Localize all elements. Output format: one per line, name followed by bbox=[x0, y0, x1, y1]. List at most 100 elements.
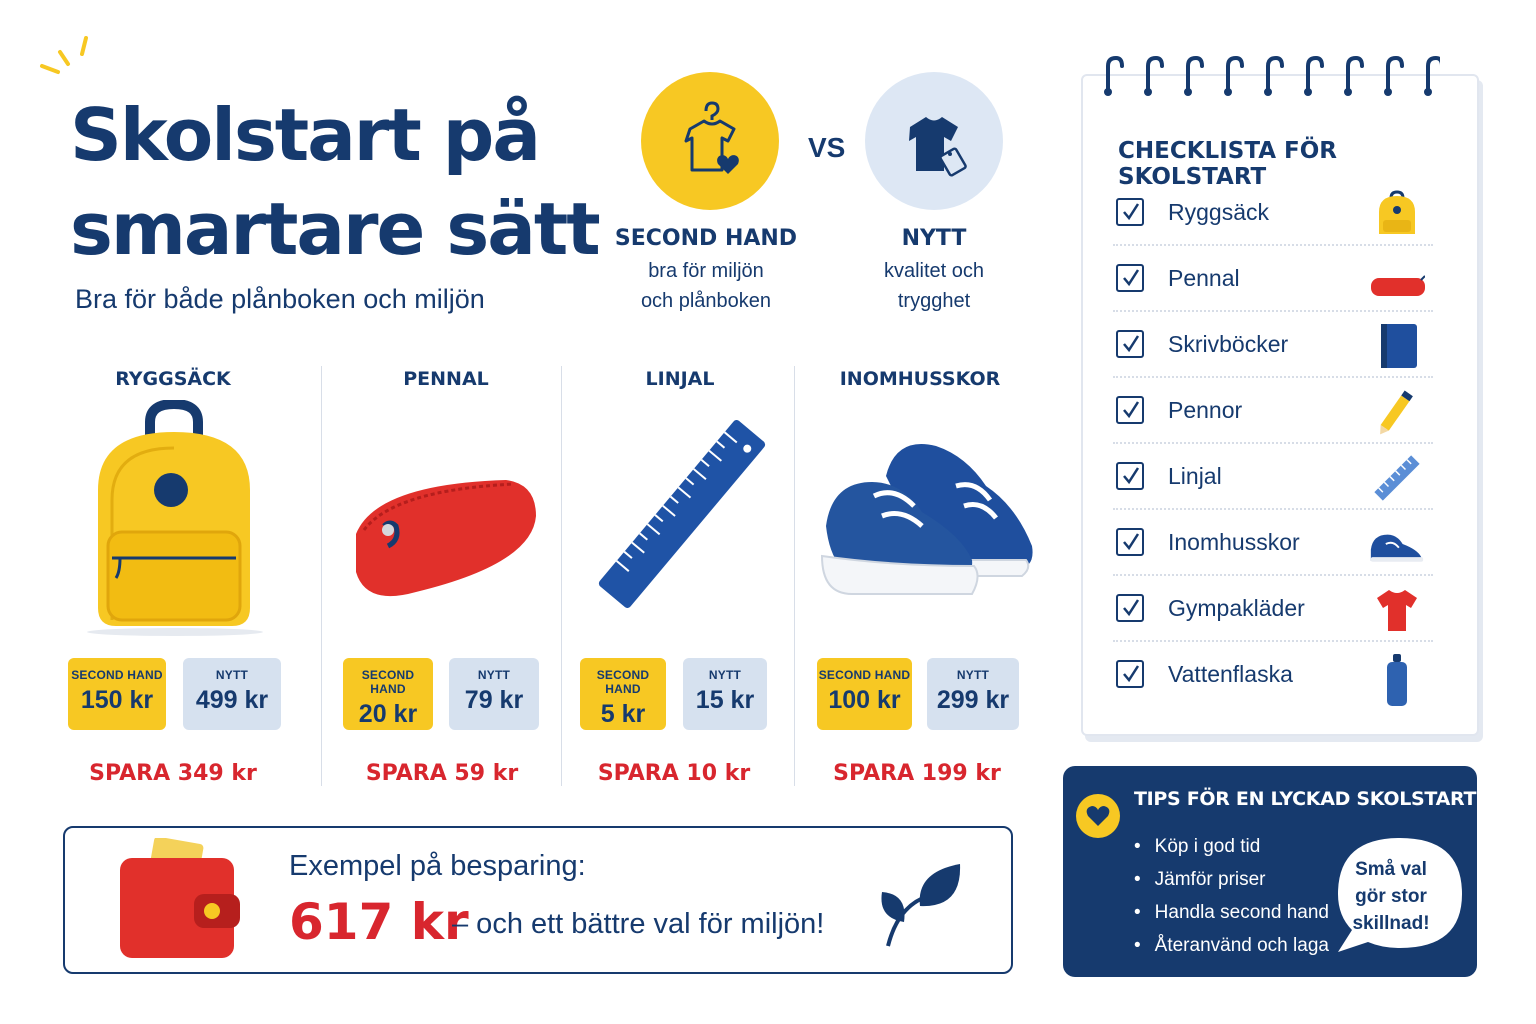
pencil-icon bbox=[1380, 390, 1413, 435]
checklist-item-label: Skrivböcker bbox=[1168, 331, 1289, 357]
price-box-second-hand: SECOND HAND 100 kr bbox=[817, 658, 912, 730]
speech-bubble-text: Små val gör stor skillnad! bbox=[1347, 856, 1435, 937]
tips-item: Köp i god tid bbox=[1134, 830, 1329, 863]
checklist-item-label: Gympakläder bbox=[1168, 595, 1305, 621]
column-divider bbox=[561, 366, 562, 786]
price-label: SECOND HAND bbox=[818, 668, 911, 682]
price-box-new: NYTT 15 kr bbox=[683, 658, 767, 730]
checkbox-checked[interactable] bbox=[1116, 594, 1144, 622]
checklist-item[interactable]: Pennal bbox=[1113, 248, 1433, 312]
price-label: NYTT bbox=[477, 668, 511, 682]
price-box-second-hand: SECOND HAND 5 kr bbox=[580, 658, 666, 730]
price-label: NYTT bbox=[215, 668, 249, 682]
checkbox-checked[interactable] bbox=[1116, 264, 1144, 292]
savings-label: SPARA 199 kr bbox=[833, 761, 1001, 786]
bubble-line: skillnad! bbox=[1352, 913, 1430, 934]
checklist-item[interactable]: Pennor bbox=[1113, 380, 1433, 444]
checkbox-checked[interactable] bbox=[1116, 198, 1144, 226]
tshirt-tag-icon bbox=[909, 117, 967, 177]
checklist-item-label: Linjal bbox=[1168, 463, 1222, 489]
checkbox-checked[interactable] bbox=[1116, 660, 1144, 688]
speech-bubble-icon bbox=[1338, 838, 1462, 952]
pencil-case-icon bbox=[1371, 275, 1425, 296]
checklist-item[interactable]: Skrivböcker bbox=[1113, 314, 1433, 378]
bubble-line: gör stor bbox=[1355, 886, 1427, 907]
product-name-backpack: RYGGSÄCK bbox=[115, 368, 231, 390]
price-box-new: NYTT 299 kr bbox=[927, 658, 1019, 730]
spiral-binding-icon bbox=[1104, 55, 1440, 96]
backpack-icon bbox=[1379, 190, 1415, 234]
hanger-shirt-heart-icon bbox=[684, 101, 739, 174]
checklist-item-label: Pennal bbox=[1168, 265, 1240, 291]
savings-label: SPARA 349 kr bbox=[89, 761, 257, 786]
ruler-icon bbox=[1374, 455, 1420, 501]
tips-item: Återanvänd och laga bbox=[1134, 929, 1329, 962]
price-label: NYTT bbox=[956, 668, 990, 682]
leaf-icon bbox=[881, 864, 961, 947]
price-box-second-hand: SECOND HAND 20 kr bbox=[343, 658, 433, 730]
checklist-item[interactable]: Vattenflaska bbox=[1113, 644, 1433, 708]
price-label: SECOND HAND bbox=[361, 668, 415, 696]
price-value: 5 kr bbox=[600, 700, 646, 728]
second-hand-desc-2: och plånboken bbox=[640, 290, 772, 312]
checklist-item-label: Ryggsäck bbox=[1168, 199, 1269, 225]
savings-example-box bbox=[63, 826, 1013, 974]
bottle-icon bbox=[1387, 654, 1407, 706]
second-hand-title: SECOND HAND bbox=[614, 226, 798, 251]
checklist-item[interactable]: Gympakläder bbox=[1113, 578, 1433, 642]
shoe-icon bbox=[1370, 534, 1424, 562]
price-value: 15 kr bbox=[695, 686, 755, 714]
checklist-item-label: Inomhusskor bbox=[1168, 529, 1300, 555]
savings-example-label: Exempel på besparing: bbox=[289, 850, 586, 882]
tshirt-icon bbox=[1377, 590, 1417, 631]
vs-label: VS bbox=[808, 132, 846, 163]
heart-icon bbox=[1076, 794, 1120, 838]
bubble-line: Små val bbox=[1355, 859, 1427, 880]
price-value: 100 kr bbox=[828, 686, 901, 714]
savings-total: 617 kr bbox=[289, 893, 469, 951]
backpack-icon bbox=[87, 400, 263, 636]
checklist-card bbox=[1081, 74, 1479, 736]
new-circle bbox=[865, 72, 1003, 210]
price-value: 499 kr bbox=[195, 686, 269, 714]
checkbox-checked[interactable] bbox=[1116, 330, 1144, 358]
new-desc-1: kvalitet och bbox=[883, 260, 985, 282]
pencil-case-icon bbox=[356, 480, 536, 597]
tips-item: Jämför priser bbox=[1134, 863, 1329, 896]
price-value: 299 kr bbox=[936, 686, 1010, 714]
product-name-shoes: INOMHUSSKOR bbox=[839, 368, 1001, 390]
checklist-item[interactable]: Ryggsäck bbox=[1113, 182, 1433, 246]
checklist-item[interactable]: Inomhusskor bbox=[1113, 512, 1433, 576]
price-box-new: NYTT 499 kr bbox=[183, 658, 281, 730]
ruler-icon bbox=[598, 420, 766, 608]
product-name-pencil-case: PENNAL bbox=[403, 368, 489, 390]
page-title: Skolstart på smartare sätt bbox=[70, 93, 601, 271]
page-subtitle: Bra för både plånboken och miljön bbox=[75, 284, 485, 314]
price-label: NYTT bbox=[708, 668, 742, 682]
shoe-icon bbox=[820, 444, 1033, 595]
price-value: 20 kr bbox=[358, 700, 418, 728]
tips-item: Handla second hand bbox=[1134, 896, 1329, 929]
second-hand-desc-1: bra för miljön bbox=[648, 260, 764, 282]
column-divider bbox=[321, 366, 322, 786]
tips-list: Köp i god tid Jämför priser Handla secon… bbox=[1134, 830, 1329, 962]
tips-title: TIPS FÖR EN LYCKAD SKOLSTART bbox=[1134, 788, 1477, 810]
savings-text: – och ett bättre val för miljön! bbox=[452, 908, 825, 940]
price-box-second-hand: SECOND HAND 150 kr bbox=[68, 658, 166, 730]
checkbox-checked[interactable] bbox=[1116, 528, 1144, 556]
checklist-item[interactable]: Linjal bbox=[1113, 446, 1433, 510]
savings-label: SPARA 10 kr bbox=[597, 761, 751, 786]
price-label: SECOND HAND bbox=[596, 668, 650, 696]
sparkle-icon bbox=[40, 36, 88, 74]
price-box-new: NYTT 79 kr bbox=[449, 658, 539, 730]
checklist-title: CHECKLISTA FÖR SKOLSTART bbox=[1118, 138, 1338, 190]
new-desc-2: trygghet bbox=[897, 290, 971, 312]
new-title: NYTT bbox=[901, 226, 967, 251]
checkbox-checked[interactable] bbox=[1116, 396, 1144, 424]
checkbox-checked[interactable] bbox=[1116, 462, 1144, 490]
checklist-item-label: Pennor bbox=[1168, 397, 1243, 423]
wallet-icon bbox=[120, 838, 240, 958]
price-label: SECOND HAND bbox=[71, 668, 163, 682]
savings-label: SPARA 59 kr bbox=[365, 761, 519, 786]
column-divider bbox=[794, 366, 795, 786]
